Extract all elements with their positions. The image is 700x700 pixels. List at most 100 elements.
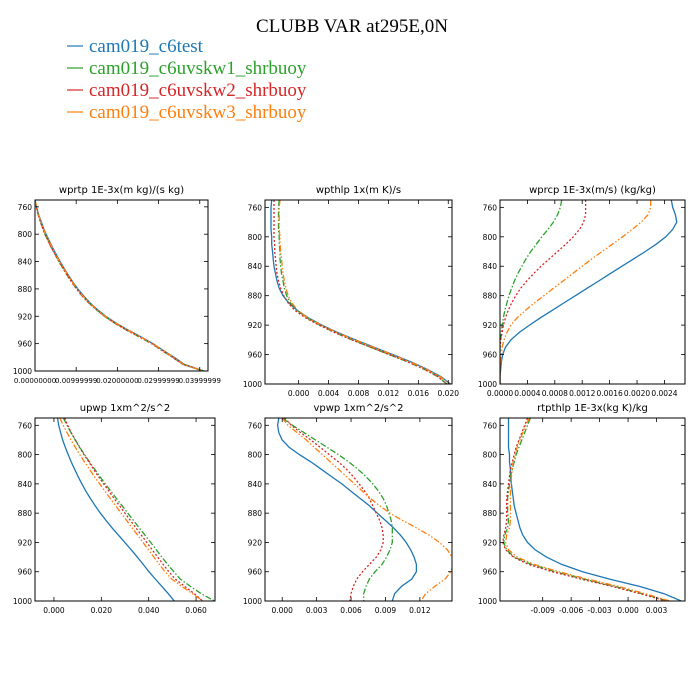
x-tick-label: -0.006 (559, 606, 583, 615)
x-tick-label: 0.02999999 (137, 377, 179, 385)
y-tick-label: 840 (248, 262, 263, 271)
series-line-1 (507, 418, 682, 601)
y-tick-label: 800 (18, 451, 33, 460)
x-tick-label: 0.00000000 (14, 377, 56, 385)
x-tick-label: 0.020 (438, 389, 460, 398)
legend-label-1: cam019_c6test (89, 36, 204, 57)
panel-3: wprcp 1E-3x(m/s) (kg/kg) 760 800 840 880 920 9… (478, 185, 686, 398)
x-tick-label: 0.0024 (651, 389, 677, 398)
y-tick-label: 1000 (478, 597, 497, 606)
series-line-3 (35, 200, 204, 371)
panel-4: upwp 1xm^2/s^2 760 800 840 880 920 960 1000 0.00… (13, 403, 216, 615)
series-line-3 (502, 418, 667, 601)
y-tick-label: 880 (248, 292, 263, 301)
x-tick-label: 0.02000000 (96, 377, 138, 385)
plot-frame (34, 417, 216, 602)
series-line-1 (56, 418, 175, 601)
series-line-4 (35, 200, 204, 371)
series-line-4 (505, 418, 670, 601)
x-tick-label: 0.020 (91, 606, 113, 615)
series-line-4 (281, 418, 452, 601)
series-line-4 (500, 200, 652, 384)
y-tick-label: 840 (483, 262, 498, 271)
y-tick-label: 1000 (13, 597, 32, 606)
legend: cam019_c6testcam019_c6uvskw1_shrbuoycam0… (67, 36, 307, 123)
series-line-2 (500, 200, 563, 384)
x-tick-label: 0.0012 (569, 389, 595, 398)
y-tick-label: 760 (248, 203, 263, 212)
x-tick-label: 0.00999999 (55, 377, 97, 385)
x-tick-label: 0.003 (646, 606, 668, 615)
series-line-2 (35, 200, 204, 371)
panel-title: upwp 1xm^2/s^2 (80, 403, 170, 414)
y-tick-label: 880 (483, 509, 498, 518)
x-tick-label: 0.000 (288, 389, 310, 398)
series-line-1 (270, 200, 451, 384)
y-tick-label: 760 (483, 203, 498, 212)
legend-label-2: cam019_c6uvskw1_shrbuoy (89, 58, 307, 79)
y-tick-label: 800 (18, 230, 33, 239)
x-tick-label: 0.000 (43, 606, 65, 615)
panel-5: vpwp 1xm^2/s^2 760 800 840 880 920 960 1000 0.00… (243, 403, 453, 615)
plot-frame (499, 417, 686, 602)
y-tick-label: 800 (483, 451, 498, 460)
panel-title: wprtp 1E-3x(m kg)/(s kg) (59, 185, 184, 196)
x-tick-label: 0.0008 (542, 389, 568, 398)
x-tick-label: 0.000 (617, 606, 639, 615)
y-tick-label: 800 (483, 233, 498, 242)
panel-title: wprcp 1E-3x(m/s) (kg/kg) (529, 185, 656, 196)
series-line-2 (281, 418, 393, 601)
y-tick-label: 1000 (478, 380, 497, 389)
y-tick-label: 1000 (243, 597, 262, 606)
x-tick-label: 0.016 (408, 389, 430, 398)
x-tick-label: 0.003 (306, 606, 328, 615)
legend-label-3: cam019_c6uvskw2_shrbuoy (89, 80, 307, 101)
series-line-3 (273, 200, 448, 384)
x-tick-label: 0.040 (138, 606, 160, 615)
y-tick-label: 880 (248, 509, 263, 518)
y-tick-label: 800 (248, 233, 263, 242)
x-tick-label: 0.0016 (597, 389, 623, 398)
x-tick-label: 0.012 (378, 389, 400, 398)
y-tick-label: 1000 (13, 367, 32, 376)
series-line-1 (35, 200, 205, 371)
y-tick-label: 880 (18, 509, 33, 518)
y-tick-label: 920 (248, 321, 263, 330)
x-tick-label: 0.009 (375, 606, 397, 615)
panels: wprtp 1E-3x(m kg)/(s kg) 760 800 840 880 920 9… (13, 185, 686, 615)
series-line-2 (503, 418, 669, 601)
x-tick-label: 0.0020 (624, 389, 650, 398)
panel-6: rtpthlp 1E-3x(kg K)/kg 760 800 840 880 920 960… (478, 403, 686, 615)
x-tick-label: 0.012 (409, 606, 431, 615)
y-tick-label: 880 (18, 285, 33, 294)
y-tick-label: 800 (248, 451, 263, 460)
plot-frame (264, 417, 453, 602)
series-line-1 (276, 418, 418, 601)
y-tick-label: 880 (483, 292, 498, 301)
y-tick-label: 960 (248, 568, 263, 577)
panel-2: wpthlp 1x(m K)/s 760 800 840 880 920 960 1000 0.… (243, 185, 459, 398)
y-tick-label: 760 (248, 421, 263, 430)
y-tick-label: 760 (18, 421, 33, 430)
x-tick-label: 0.0000 (487, 389, 513, 398)
x-tick-label: -0.009 (531, 606, 555, 615)
plot-frame (34, 199, 209, 372)
x-tick-label: 0.006 (340, 606, 362, 615)
plot-frame (499, 199, 686, 385)
x-tick-label: 0.004 (318, 389, 340, 398)
y-tick-label: 920 (18, 312, 33, 321)
y-tick-label: 840 (483, 480, 498, 489)
y-tick-label: 920 (248, 538, 263, 547)
figure-title: CLUBB VAR at295E,0N (256, 16, 448, 37)
y-tick-label: 960 (18, 568, 33, 577)
y-tick-label: 840 (18, 480, 33, 489)
y-tick-label: 1000 (243, 380, 262, 389)
y-tick-label: 840 (248, 480, 263, 489)
series-line-2 (62, 418, 215, 601)
x-tick-label: -0.003 (588, 606, 612, 615)
panel-title: rtpthlp 1E-3x(kg K)/kg (537, 403, 648, 414)
legend-label-4: cam019_c6uvskw3_shrbuoy (89, 102, 307, 123)
series-line-3 (284, 418, 384, 601)
y-tick-label: 920 (483, 321, 498, 330)
